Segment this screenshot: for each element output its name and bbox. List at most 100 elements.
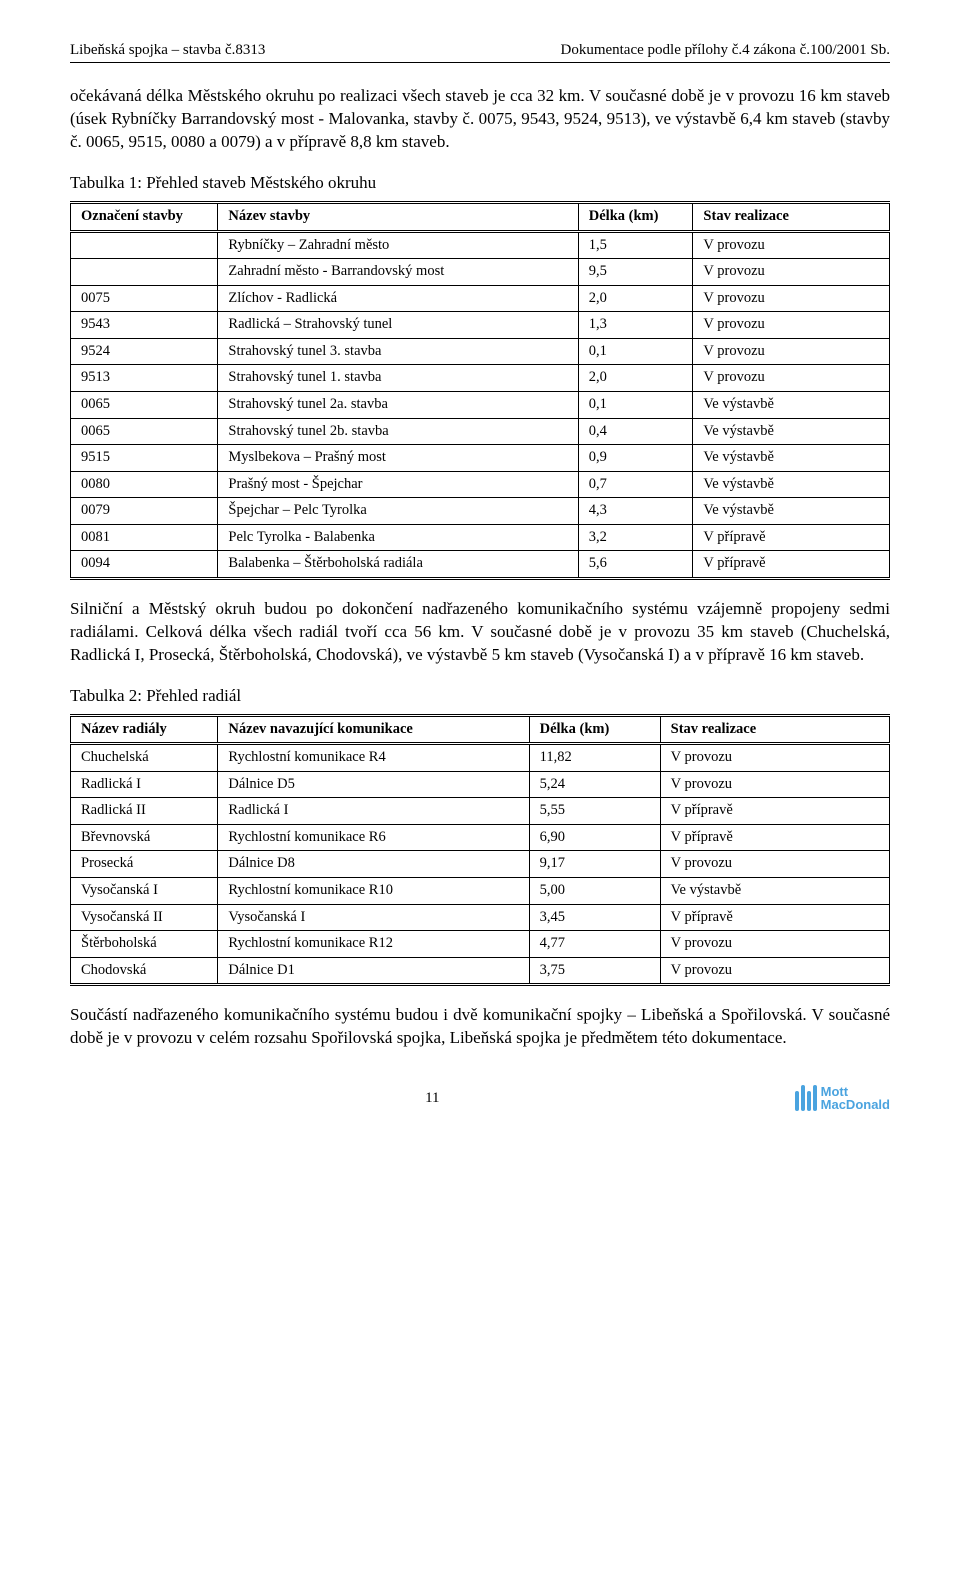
table-row: BřevnovskáRychlostní komunikace R66,90V … (71, 824, 890, 851)
header-left: Libeňská spojka – stavba č.8313 (70, 40, 265, 60)
table-cell: Radlická – Strahovský tunel (218, 312, 578, 339)
table-cell: Ve výstavbě (693, 418, 890, 445)
table-cell: Vysočanská I (218, 904, 529, 931)
table-row: ChodovskáDálnice D13,75V provozu (71, 957, 890, 985)
table-cell: 9513 (71, 365, 218, 392)
page-header: Libeňská spojka – stavba č.8313 Dokument… (70, 40, 890, 60)
table-cell: 0079 (71, 498, 218, 525)
table-cell: 5,6 (578, 551, 693, 579)
table-cell: 0094 (71, 551, 218, 579)
table-cell: Štěrboholská (71, 931, 218, 958)
table2-caption: Tabulka 2: Přehled radiál (70, 685, 890, 708)
table-cell: Rybníčky – Zahradní město (218, 231, 578, 259)
table1-header-cell: Název stavby (218, 203, 578, 232)
table1: Označení stavbyNázev stavbyDélka (km)Sta… (70, 201, 890, 580)
table-cell: 9524 (71, 338, 218, 365)
table-row: Rybníčky – Zahradní město1,5V provozu (71, 231, 890, 259)
table-cell: 4,77 (529, 931, 660, 958)
table-cell: 9,17 (529, 851, 660, 878)
table-cell: Myslbekova – Prašný most (218, 445, 578, 472)
table-cell: 9543 (71, 312, 218, 339)
table-cell: V přípravě (660, 798, 889, 825)
table-cell: Chuchelská (71, 744, 218, 772)
table-cell: 2,0 (578, 365, 693, 392)
table-cell (71, 259, 218, 286)
table-cell: V provozu (693, 259, 890, 286)
table-cell: V provozu (660, 771, 889, 798)
mott-macdonald-logo: Mott MacDonald (795, 1085, 890, 1111)
logo-text: Mott MacDonald (821, 1085, 890, 1111)
table-cell: 1,3 (578, 312, 693, 339)
table-row: 0075Zlíchov - Radlická2,0V provozu (71, 285, 890, 312)
table-cell: V provozu (693, 312, 890, 339)
table-cell: V přípravě (693, 551, 890, 579)
table-row: Vysočanská IRychlostní komunikace R105,0… (71, 878, 890, 905)
table-row: 9515Myslbekova – Prašný most0,9Ve výstav… (71, 445, 890, 472)
table1-header-cell: Délka (km) (578, 203, 693, 232)
table-cell: Dálnice D5 (218, 771, 529, 798)
table-cell: V provozu (660, 957, 889, 985)
table-cell: 5,00 (529, 878, 660, 905)
table-cell: V provozu (660, 931, 889, 958)
table-cell: 0081 (71, 524, 218, 551)
table-cell: 6,90 (529, 824, 660, 851)
table-cell: Ve výstavbě (693, 391, 890, 418)
table-cell: 1,5 (578, 231, 693, 259)
table2-header-cell: Délka (km) (529, 715, 660, 744)
table1-header-cell: Stav realizace (693, 203, 890, 232)
table-cell: Břevnovská (71, 824, 218, 851)
table-cell: 4,3 (578, 498, 693, 525)
table-cell: Ve výstavbě (693, 498, 890, 525)
table-cell: V přípravě (660, 824, 889, 851)
table-cell: V přípravě (660, 904, 889, 931)
table-cell: 0,4 (578, 418, 693, 445)
table-cell: Strahovský tunel 1. stavba (218, 365, 578, 392)
table-cell: V provozu (693, 285, 890, 312)
table-cell: 3,2 (578, 524, 693, 551)
table-cell: Rychlostní komunikace R4 (218, 744, 529, 772)
table-row: 0080Prašný most - Špejchar0,7Ve výstavbě (71, 471, 890, 498)
table2-header-cell: Název radiály (71, 715, 218, 744)
logo-icon (795, 1085, 817, 1111)
table-row: 0094Balabenka – Štěrboholská radiála5,6V… (71, 551, 890, 579)
table-cell: Zahradní město - Barrandovský most (218, 259, 578, 286)
table-cell: Prašný most - Špejchar (218, 471, 578, 498)
table-row: 9543Radlická – Strahovský tunel1,3V prov… (71, 312, 890, 339)
table-cell: V provozu (693, 338, 890, 365)
paragraph-1: očekávaná délka Městského okruhu po real… (70, 85, 890, 154)
table-cell: 0075 (71, 285, 218, 312)
table-cell: Rychlostní komunikace R6 (218, 824, 529, 851)
table-cell: Rychlostní komunikace R10 (218, 878, 529, 905)
table-cell: Dálnice D1 (218, 957, 529, 985)
table-cell: Rychlostní komunikace R12 (218, 931, 529, 958)
table1-caption: Tabulka 1: Přehled staveb Městského okru… (70, 172, 890, 195)
table-cell: Radlická I (71, 771, 218, 798)
table-cell: 0,9 (578, 445, 693, 472)
table-cell: Strahovský tunel 2a. stavba (218, 391, 578, 418)
table-cell: 9,5 (578, 259, 693, 286)
table-cell: 0,1 (578, 391, 693, 418)
table-cell: 0080 (71, 471, 218, 498)
table-cell: 0,1 (578, 338, 693, 365)
table-cell: 0065 (71, 418, 218, 445)
table-row: 9513Strahovský tunel 1. stavba2,0V provo… (71, 365, 890, 392)
table-cell: V provozu (660, 851, 889, 878)
page-footer: 11 Mott MacDonald (70, 1085, 890, 1111)
table-cell: 0065 (71, 391, 218, 418)
table-row: 0065Strahovský tunel 2b. stavba0,4Ve výs… (71, 418, 890, 445)
table-row: ŠtěrboholskáRychlostní komunikace R124,7… (71, 931, 890, 958)
table-cell: 3,45 (529, 904, 660, 931)
table-row: ChuchelskáRychlostní komunikace R411,82V… (71, 744, 890, 772)
table-cell: Zlíchov - Radlická (218, 285, 578, 312)
table-cell: Balabenka – Štěrboholská radiála (218, 551, 578, 579)
paragraph-3: Součástí nadřazeného komunikačního systé… (70, 1004, 890, 1050)
table-row: 0081Pelc Tyrolka - Balabenka3,2V příprav… (71, 524, 890, 551)
table-cell: Pelc Tyrolka - Balabenka (218, 524, 578, 551)
table-row: ProseckáDálnice D89,17V provozu (71, 851, 890, 878)
table-cell: V provozu (660, 744, 889, 772)
table-cell: 3,75 (529, 957, 660, 985)
table-cell: Špejchar – Pelc Tyrolka (218, 498, 578, 525)
table-row: 9524Strahovský tunel 3. stavba0,1V provo… (71, 338, 890, 365)
table-cell: Ve výstavbě (693, 445, 890, 472)
table-cell: 5,24 (529, 771, 660, 798)
